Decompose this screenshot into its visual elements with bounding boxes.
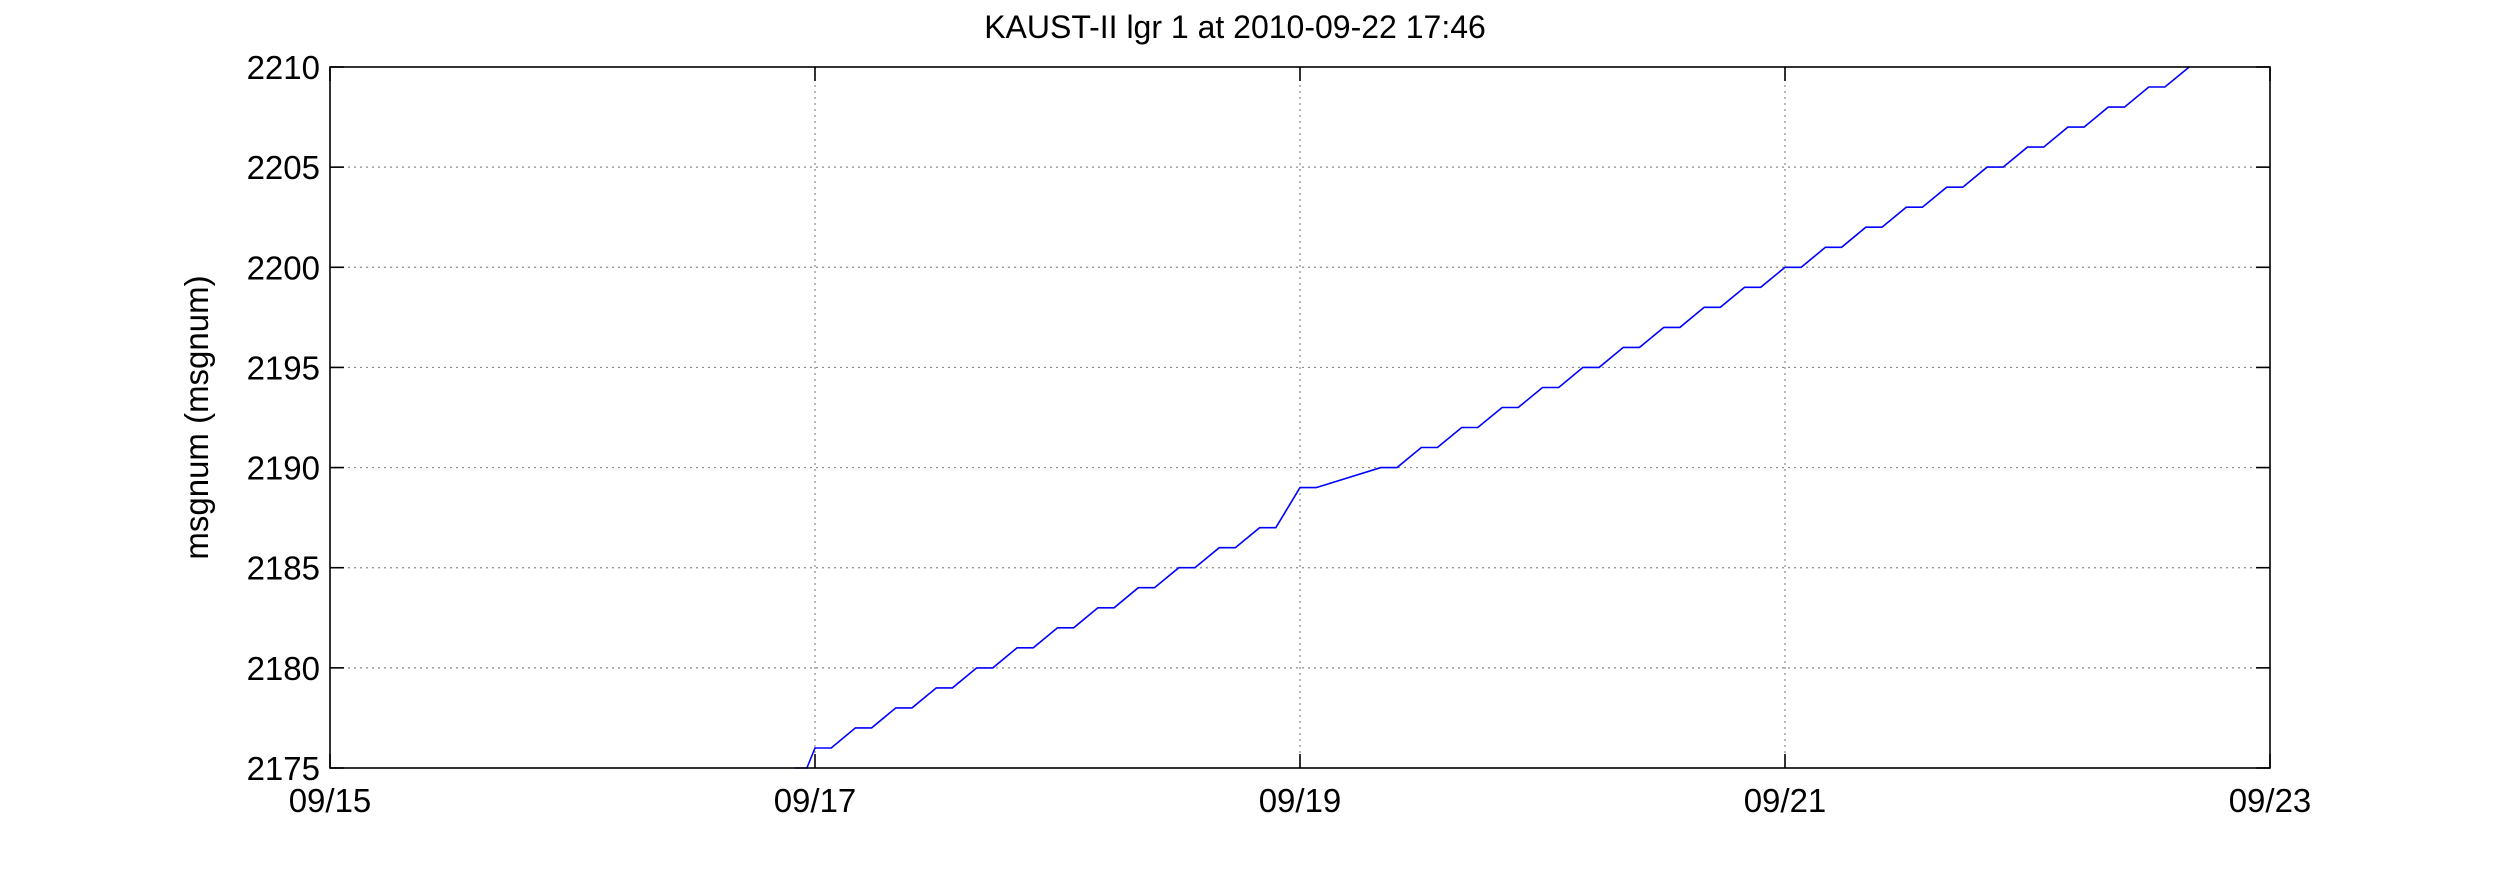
- tick-layer: [329, 66, 2271, 769]
- y-tick-label: 2205: [247, 149, 320, 186]
- grid-layer: [330, 67, 2270, 768]
- series-layer: [794, 66, 2190, 769]
- y-tick-label: 2180: [247, 650, 320, 687]
- y-tick-label: 2175: [247, 750, 320, 787]
- x-tick-label: 09/15: [289, 782, 372, 819]
- y-tick-label: 2190: [247, 450, 320, 487]
- y-tick-label: 2200: [247, 249, 320, 286]
- x-tick-label: 09/17: [774, 782, 857, 819]
- y-tick-label: 2210: [247, 49, 320, 86]
- tick-label-layer: 09/15 09/17 09/19 09/21 09/23 2175 2180 2185 219…: [247, 49, 2312, 819]
- y-tick-label: 2185: [247, 550, 320, 587]
- y-tick-label: 2195: [247, 349, 320, 386]
- y-axis-label: msgnum (msgnum): [178, 275, 215, 559]
- x-tick-label: 09/19: [1259, 782, 1342, 819]
- chart-title: KAUST-II lgr 1 at 2010-09-22 17:46: [984, 9, 1486, 45]
- series-line: [794, 66, 2190, 769]
- x-tick-label: 09/23: [2229, 782, 2312, 819]
- x-tick-label: 09/21: [1744, 782, 1827, 819]
